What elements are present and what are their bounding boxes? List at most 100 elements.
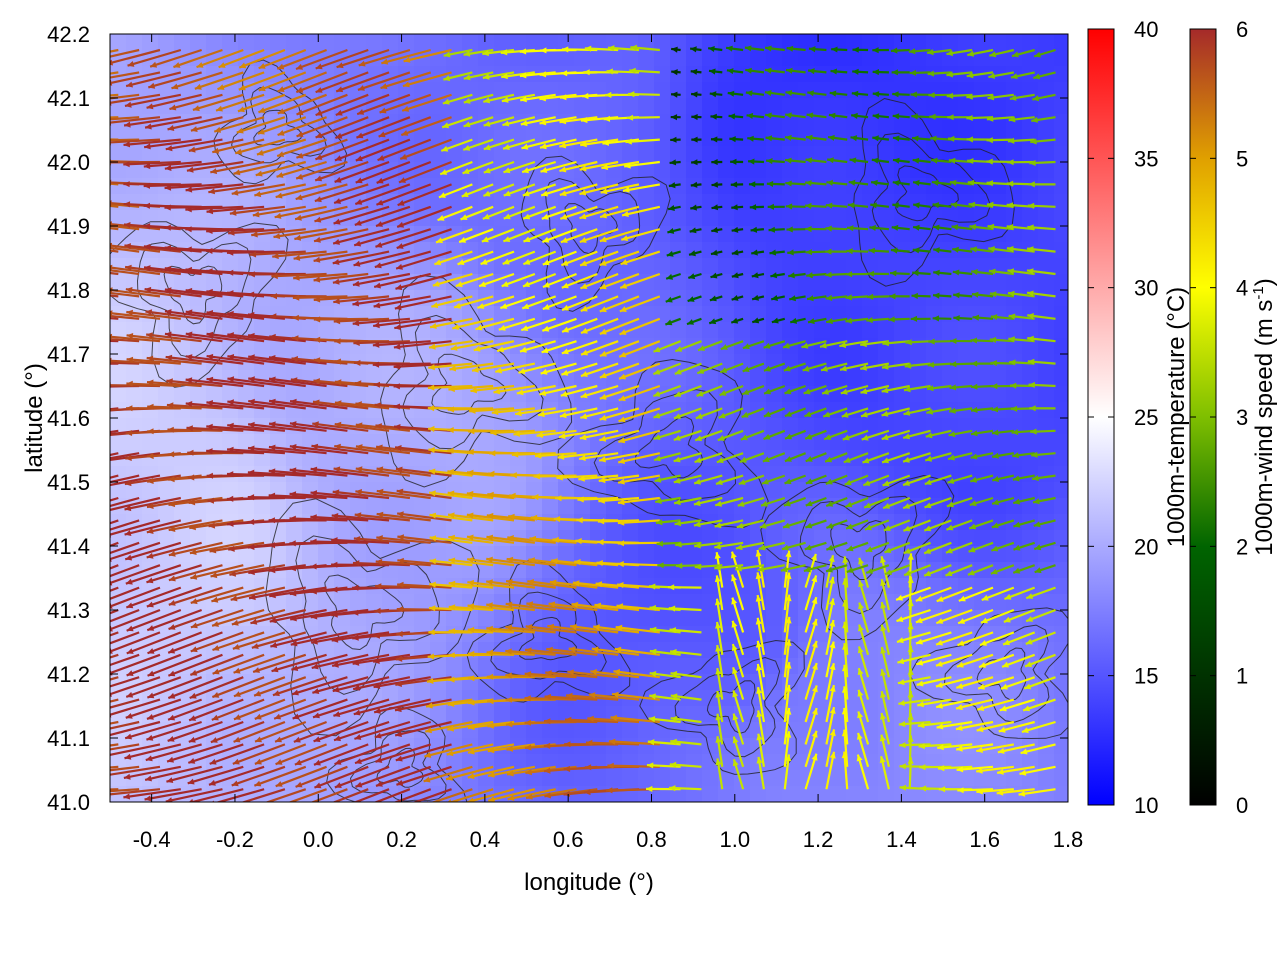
temperature-cell <box>1054 322 1068 339</box>
wind-vector-shaft <box>425 698 473 708</box>
temperature-cell <box>654 322 671 339</box>
wind-vector-head <box>394 304 402 311</box>
wind-vector-head <box>206 228 213 234</box>
temperature-cell <box>510 146 527 163</box>
wind-vector-shaft <box>110 541 161 561</box>
wind-vector-head <box>614 646 622 653</box>
temperature-cell <box>462 194 479 211</box>
wind-vector-shaft <box>272 676 327 697</box>
wind-vector-shaft <box>146 333 202 343</box>
wind-vector-shaft <box>394 446 452 455</box>
wind-vector-head <box>217 84 225 90</box>
temperature-cell <box>958 706 975 723</box>
temperature-cell <box>958 34 975 51</box>
wind-vector-head <box>258 85 266 92</box>
temperature-cell <box>574 370 591 387</box>
temperature-cell <box>558 514 575 531</box>
wind-vector-head <box>495 367 503 374</box>
temperature-cell <box>830 690 847 707</box>
wind-vector-head <box>268 517 275 524</box>
temperature-cell <box>878 642 895 659</box>
wind-vector-shaft <box>147 405 202 410</box>
wind-vector-shaft <box>467 765 515 779</box>
temperature-cell <box>910 434 927 451</box>
temperature-cell <box>606 514 623 531</box>
wind-vector-shaft <box>206 332 265 343</box>
temperature-cell <box>910 162 927 179</box>
wind-vector-head <box>524 744 532 751</box>
temperature-cell <box>222 482 239 499</box>
temperature-cell <box>430 98 447 115</box>
wind-vector-shaft <box>513 429 556 436</box>
wind-vector-head <box>428 605 436 612</box>
temperature-cell <box>622 738 639 755</box>
wind-vector-head <box>375 423 382 430</box>
wind-vector-shaft <box>248 355 306 365</box>
wind-vector-head <box>619 329 627 335</box>
wind-vector-shaft <box>268 377 327 388</box>
temperature-cell <box>798 418 815 435</box>
wind-vector-head <box>290 398 297 405</box>
wind-vector-shaft <box>145 310 202 320</box>
wind-vector-head <box>148 82 156 89</box>
wind-vector-head <box>466 512 474 519</box>
wind-vector-head <box>276 172 284 178</box>
wind-vector-head <box>560 391 568 397</box>
wind-vector-shaft <box>354 205 411 226</box>
wind-vector-head <box>505 696 512 703</box>
wind-vector-shaft <box>449 362 494 371</box>
temperature-cell <box>990 338 1007 355</box>
temperature-cell <box>1022 306 1039 323</box>
wind-vector-head <box>126 309 133 316</box>
temperature-cell <box>414 610 431 627</box>
temperature-cell <box>718 354 735 371</box>
wind-vector-head <box>427 405 435 412</box>
temperature-cell <box>398 82 415 99</box>
wind-vector-shaft <box>352 317 410 325</box>
temperature-cell <box>558 754 575 771</box>
wind-vector-head <box>248 569 255 576</box>
wind-vector-head <box>584 764 592 771</box>
temperature-cell <box>686 626 703 643</box>
wind-vector-head <box>145 309 153 316</box>
temperature-cell <box>734 114 751 131</box>
wind-vector-shaft <box>561 272 598 289</box>
wind-vector-head <box>470 387 477 394</box>
wind-vector-head <box>599 435 607 442</box>
temperature-cell <box>510 706 527 723</box>
wind-vector-shaft <box>295 183 348 201</box>
temperature-cell <box>702 98 719 115</box>
wind-vector-head <box>520 346 527 353</box>
temperature-cell <box>766 82 783 99</box>
temperature-cell <box>398 114 415 131</box>
wind-vector-head <box>467 650 475 657</box>
wind-vector-head <box>270 313 277 320</box>
wind-vector-shaft <box>276 48 327 70</box>
temperature-cell <box>526 194 543 211</box>
wind-vector-shaft <box>268 399 327 410</box>
temperature-cell <box>318 706 335 723</box>
temperature-cell <box>1038 338 1055 355</box>
wind-vector-head <box>547 623 554 630</box>
temperature-cell <box>654 738 671 755</box>
wind-vector-shaft <box>516 384 556 395</box>
wind-vector-shaft <box>268 356 327 365</box>
wind-vector-shaft <box>315 48 369 70</box>
wind-vector-head <box>64 581 71 587</box>
wind-vector-shaft <box>534 452 577 458</box>
wind-vector-shaft <box>468 429 515 433</box>
wind-vector-head <box>666 273 674 280</box>
wind-vector-head <box>399 177 406 183</box>
wind-vector-head <box>522 303 530 310</box>
wind-vector-head <box>277 63 285 70</box>
temperature-cell <box>926 34 943 51</box>
wind-vector-shaft <box>505 602 556 612</box>
wind-vector-head <box>483 167 491 174</box>
temperature-cell <box>942 418 959 435</box>
temperature-cell <box>974 370 991 387</box>
temperature-cell <box>862 690 879 707</box>
temperature-cell <box>1006 338 1023 355</box>
temperature-cell <box>910 210 927 227</box>
temperature-cell <box>1022 546 1039 563</box>
wind-vector-head <box>646 762 654 769</box>
